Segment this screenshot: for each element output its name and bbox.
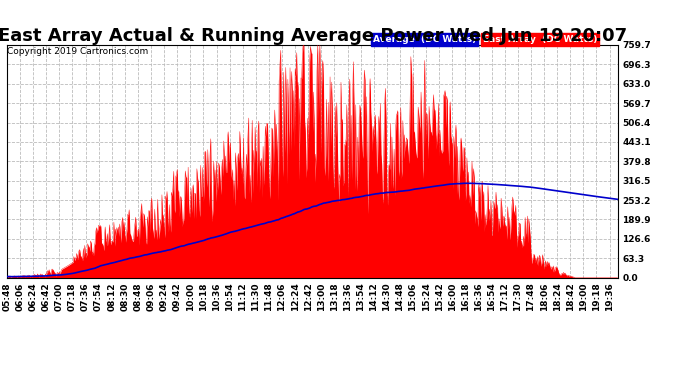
Text: Copyright 2019 Cartronics.com: Copyright 2019 Cartronics.com [7, 47, 148, 56]
Text: Average  (DC Watts): Average (DC Watts) [373, 35, 477, 44]
Title: East Array Actual & Running Average Power Wed Jun 19 20:07: East Array Actual & Running Average Powe… [0, 27, 627, 45]
Text: East Array  (DC Watts): East Array (DC Watts) [483, 35, 598, 44]
